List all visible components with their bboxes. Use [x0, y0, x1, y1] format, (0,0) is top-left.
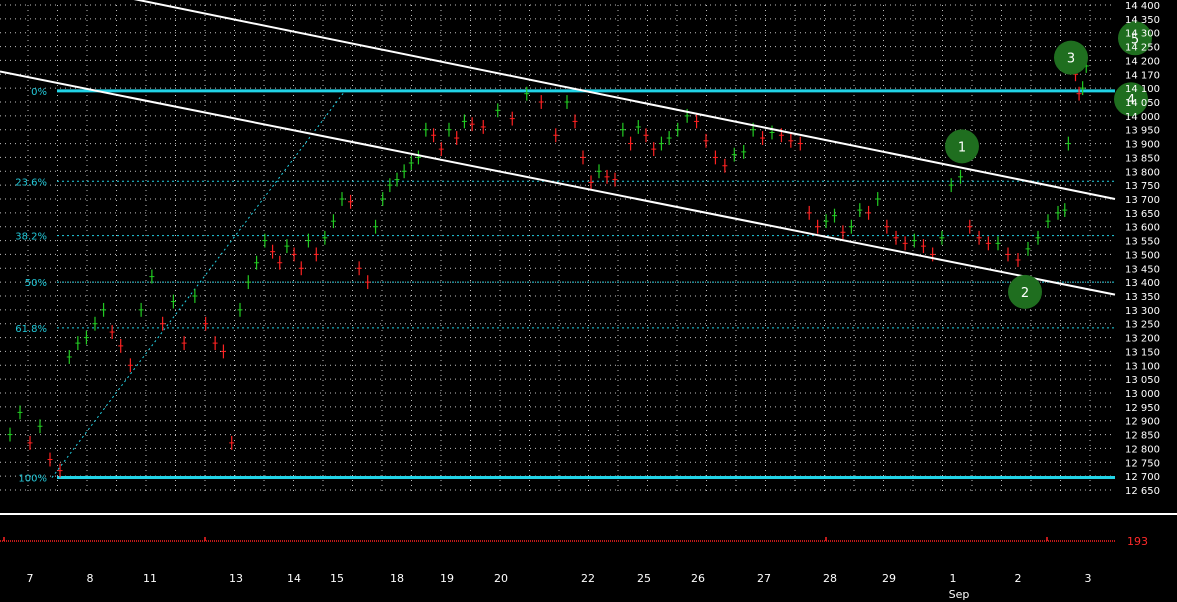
- wave-marker-1: [945, 129, 979, 164]
- y-tick-label: 14 000: [1125, 112, 1160, 123]
- wave-marker-2: [1008, 274, 1042, 309]
- y-tick-label: 14 300: [1125, 29, 1160, 40]
- fib-level-label: 100%: [18, 474, 47, 485]
- y-tick-label: 14 170: [1125, 70, 1160, 81]
- y-tick-label: 13 600: [1125, 223, 1160, 234]
- y-tick-label: 13 800: [1125, 167, 1160, 178]
- y-tick-label: 13 950: [1125, 126, 1160, 137]
- trend-line: [0, 70, 1116, 296]
- y-tick-label: 12 700: [1125, 472, 1160, 483]
- y-tick-label: 13 150: [1125, 347, 1160, 358]
- y-tick-label: 13 300: [1125, 306, 1160, 317]
- y-tick-label: 13 700: [1125, 195, 1160, 206]
- y-tick-label: 13 450: [1125, 264, 1160, 275]
- trend-line: [133, 0, 1116, 200]
- y-tick-label: 13 500: [1125, 250, 1160, 261]
- fibonacci-levels: 0% 23.6% 38.2% 50% 61.8% 100%: [15, 87, 1115, 485]
- x-tick-label: 2: [1015, 572, 1022, 585]
- x-tick-label: 22: [581, 572, 595, 585]
- trend-lines: [0, 0, 1116, 296]
- y-tick-label: 12 800: [1125, 444, 1160, 455]
- y-tick-label: 14 200: [1125, 56, 1160, 67]
- y-tick-label: 13 350: [1125, 292, 1160, 303]
- y-tick-label: 13 750: [1125, 181, 1160, 192]
- x-tick-label: 20: [494, 572, 508, 585]
- y-tick-label: 13 550: [1125, 237, 1160, 248]
- x-tick-label: 26: [691, 572, 705, 585]
- indicator-panel: 193: [0, 535, 1148, 548]
- indicator-value: 193: [1127, 535, 1148, 548]
- y-tick-label: 13 850: [1125, 153, 1160, 164]
- wave-markers: 1 2 3 4 5: [945, 21, 1152, 309]
- x-tick-label: 18: [390, 572, 404, 585]
- y-tick-label: 14 050: [1125, 98, 1160, 109]
- x-tick-label: 19: [440, 572, 454, 585]
- wave-marker-label: 1: [958, 140, 966, 155]
- y-tick-label: 14 350: [1125, 15, 1160, 26]
- x-tick-label: 29: [882, 572, 896, 585]
- y-tick-label: 12 750: [1125, 458, 1160, 469]
- x-axis: 7 8 11 13 14 15 18 19 20 22 25 26 27 28 29 1 2 3 Sep: [27, 572, 1092, 601]
- wave-marker-label: 2: [1021, 286, 1029, 301]
- x-tick-label: 15: [330, 572, 344, 585]
- x-tick-label: 13: [229, 572, 243, 585]
- y-tick-label: 14 100: [1125, 84, 1160, 95]
- y-tick-label: 13 900: [1125, 140, 1160, 151]
- wave-marker-label: 4: [1127, 93, 1135, 108]
- price-bars: [7, 53, 1089, 478]
- wave-marker-5: [1118, 21, 1152, 56]
- fib-level-label: 0%: [31, 87, 47, 98]
- y-tick-label: 13 650: [1125, 209, 1160, 220]
- x-tick-label: 1: [950, 572, 957, 585]
- grid: [0, 4, 1115, 495]
- y-tick-label: 13 200: [1125, 334, 1160, 345]
- y-tick-label: 13 100: [1125, 361, 1160, 372]
- x-month-label: Sep: [949, 588, 970, 601]
- fib-level-label: 23.6%: [15, 177, 47, 188]
- wave-marker-3: [1054, 40, 1088, 75]
- y-tick-label: 12 650: [1125, 486, 1160, 497]
- wave-marker-4: [1114, 82, 1148, 117]
- x-tick-label: 28: [823, 572, 837, 585]
- y-tick-label: 14 400: [1125, 1, 1160, 12]
- x-tick-label: 8: [87, 572, 94, 585]
- x-tick-label: 27: [757, 572, 771, 585]
- fib-level-label: 50%: [25, 278, 47, 289]
- x-tick-label: 25: [637, 572, 651, 585]
- x-tick-label: 11: [143, 572, 157, 585]
- x-tick-label: 14: [287, 572, 301, 585]
- y-tick-label: 14 250: [1125, 43, 1160, 54]
- fib-level-label: 61.8%: [15, 324, 47, 335]
- y-tick-label: 13 050: [1125, 375, 1160, 386]
- wave-marker-label: 3: [1067, 52, 1075, 67]
- x-tick-label: 7: [27, 572, 34, 585]
- y-axis: 12 650 12 700 12 750 12 800 12 850 12 900 12 9…: [1125, 1, 1160, 497]
- y-tick-label: 12 900: [1125, 417, 1160, 428]
- y-tick-label: 13 000: [1125, 389, 1160, 400]
- y-tick-label: 13 400: [1125, 278, 1160, 289]
- fib-diagonal: [51, 90, 346, 478]
- y-tick-label: 13 250: [1125, 320, 1160, 331]
- y-tick-label: 12 850: [1125, 431, 1160, 442]
- y-tick-label: 12 950: [1125, 403, 1160, 414]
- wave-marker-label: 5: [1131, 32, 1139, 47]
- fib-level-label: 38.2%: [15, 232, 47, 243]
- x-tick-label: 3: [1085, 572, 1092, 585]
